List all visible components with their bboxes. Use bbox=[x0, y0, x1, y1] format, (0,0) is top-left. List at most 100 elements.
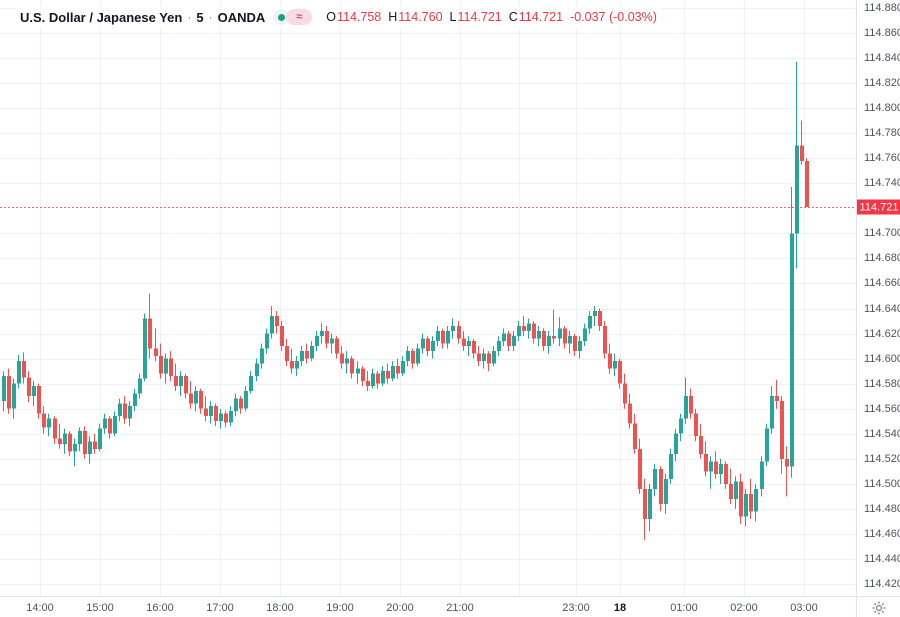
price-tick-label: 114.480 bbox=[864, 502, 900, 515]
legend-separator: · bbox=[187, 10, 192, 24]
candle-up bbox=[436, 331, 440, 342]
candle-up bbox=[255, 363, 259, 377]
candle-up bbox=[492, 351, 496, 364]
time-tick-label: 21:00 bbox=[446, 601, 474, 614]
exchange-label[interactable]: OANDA bbox=[217, 9, 266, 25]
candle-down bbox=[714, 461, 718, 474]
candle-down bbox=[148, 318, 152, 349]
candlestick-chart[interactable] bbox=[0, 0, 856, 596]
market-open-dot-icon bbox=[277, 13, 285, 21]
candle-up bbox=[98, 428, 102, 449]
candle-down bbox=[204, 408, 208, 417]
candle-up bbox=[537, 331, 541, 339]
candle-down bbox=[477, 353, 481, 362]
gear-icon bbox=[872, 601, 886, 614]
candle-up bbox=[583, 328, 587, 342]
candle-down bbox=[704, 453, 708, 472]
candle-down bbox=[542, 331, 546, 347]
candle-down bbox=[42, 413, 46, 428]
candle-down bbox=[93, 441, 97, 449]
candle-down bbox=[563, 328, 567, 344]
candle-up bbox=[754, 488, 758, 512]
candle-up bbox=[315, 336, 319, 347]
close-value: 114.721 bbox=[518, 10, 564, 24]
candle-up bbox=[593, 311, 597, 317]
candle-down bbox=[7, 376, 11, 409]
symbol-legend: U.S. Dollar / Japanese Yen · 5 · OANDA ≈… bbox=[16, 6, 661, 28]
price-tick-label: 114.680 bbox=[864, 252, 900, 265]
candle-down bbox=[275, 316, 279, 327]
current-price-badge: 114.721 bbox=[857, 199, 900, 215]
candle-down bbox=[396, 366, 400, 374]
candle-down bbox=[68, 433, 72, 452]
candle-up bbox=[63, 433, 67, 444]
price-tick-label: 114.700 bbox=[864, 227, 900, 240]
price-axis[interactable]: 114.880 114.860 114.840 114.820 114.800 114.7… bbox=[856, 0, 900, 596]
candle-down bbox=[169, 358, 173, 377]
candle-down bbox=[643, 488, 647, 519]
candle-up bbox=[244, 391, 248, 409]
time-tick-label: 23:00 bbox=[562, 601, 590, 614]
candle-up bbox=[744, 493, 748, 517]
candle-down bbox=[689, 396, 693, 414]
candle-down bbox=[441, 331, 445, 344]
candle-down bbox=[638, 448, 642, 489]
candle-down bbox=[159, 356, 163, 374]
candle-up bbox=[467, 341, 471, 347]
delayed-data-badge[interactable]: ≈ bbox=[286, 9, 313, 25]
price-tick-label: 114.420 bbox=[864, 578, 900, 590]
time-tick-label: 14:00 bbox=[26, 601, 54, 614]
close-label: C bbox=[508, 10, 518, 24]
candle-down bbox=[285, 346, 289, 362]
candle-up bbox=[47, 418, 51, 428]
time-tick-label: 18:00 bbox=[266, 601, 294, 614]
candle-up bbox=[734, 481, 738, 499]
candle-down bbox=[350, 358, 354, 374]
candle-up bbox=[345, 358, 349, 364]
candle-up bbox=[568, 336, 572, 344]
candle-up bbox=[765, 428, 769, 462]
candle-up bbox=[356, 368, 360, 374]
candle-up bbox=[330, 338, 334, 344]
candle-down bbox=[199, 391, 203, 409]
candle-up bbox=[482, 353, 486, 362]
interval-label[interactable]: 5 bbox=[196, 9, 204, 25]
status-badges: ≈ bbox=[273, 9, 313, 25]
candle-down bbox=[174, 376, 178, 387]
candle-up bbox=[2, 376, 6, 402]
candle-down bbox=[603, 326, 607, 354]
candle-up bbox=[431, 341, 435, 352]
candle-down bbox=[573, 336, 577, 352]
candle-down bbox=[58, 438, 62, 444]
candle-up bbox=[381, 371, 385, 384]
candle-down bbox=[386, 371, 390, 379]
candle-up bbox=[653, 468, 657, 489]
candle-down bbox=[426, 338, 430, 352]
low-label: L bbox=[449, 10, 457, 24]
candle-down bbox=[699, 436, 703, 454]
ohlc-readout: O 114.758 H 114.760 L 114.721 C 114.721 … bbox=[326, 10, 657, 24]
candle-up bbox=[679, 418, 683, 434]
candle-up bbox=[558, 328, 562, 339]
candle-down bbox=[532, 323, 536, 339]
high-label: H bbox=[388, 10, 398, 24]
candle-up bbox=[164, 358, 168, 374]
candle-down bbox=[305, 351, 309, 359]
market-status-badge[interactable] bbox=[273, 9, 290, 25]
time-tick-label: 17:00 bbox=[206, 601, 234, 614]
price-tick-label: 114.780 bbox=[864, 127, 900, 140]
time-tick-label: 20:00 bbox=[386, 601, 414, 614]
candle-up bbox=[300, 351, 304, 362]
time-axis[interactable]: 14:00 15:00 16:00 17:00 18:00 19:00 20:00 21:00… bbox=[0, 596, 856, 617]
candle-up bbox=[512, 336, 516, 347]
candle-up bbox=[684, 396, 688, 419]
candle-down bbox=[739, 481, 743, 517]
axis-settings-button[interactable] bbox=[856, 596, 900, 617]
price-tick-label: 114.760 bbox=[864, 152, 900, 165]
chart-plot-area[interactable]: U.S. Dollar / Japanese Yen · 5 · OANDA ≈… bbox=[0, 0, 856, 596]
price-tick-label: 114.820 bbox=[864, 77, 900, 90]
symbol-title[interactable]: U.S. Dollar / Japanese Yen bbox=[20, 9, 183, 25]
candle-down bbox=[608, 353, 612, 369]
price-tick-label: 114.580 bbox=[864, 377, 900, 390]
